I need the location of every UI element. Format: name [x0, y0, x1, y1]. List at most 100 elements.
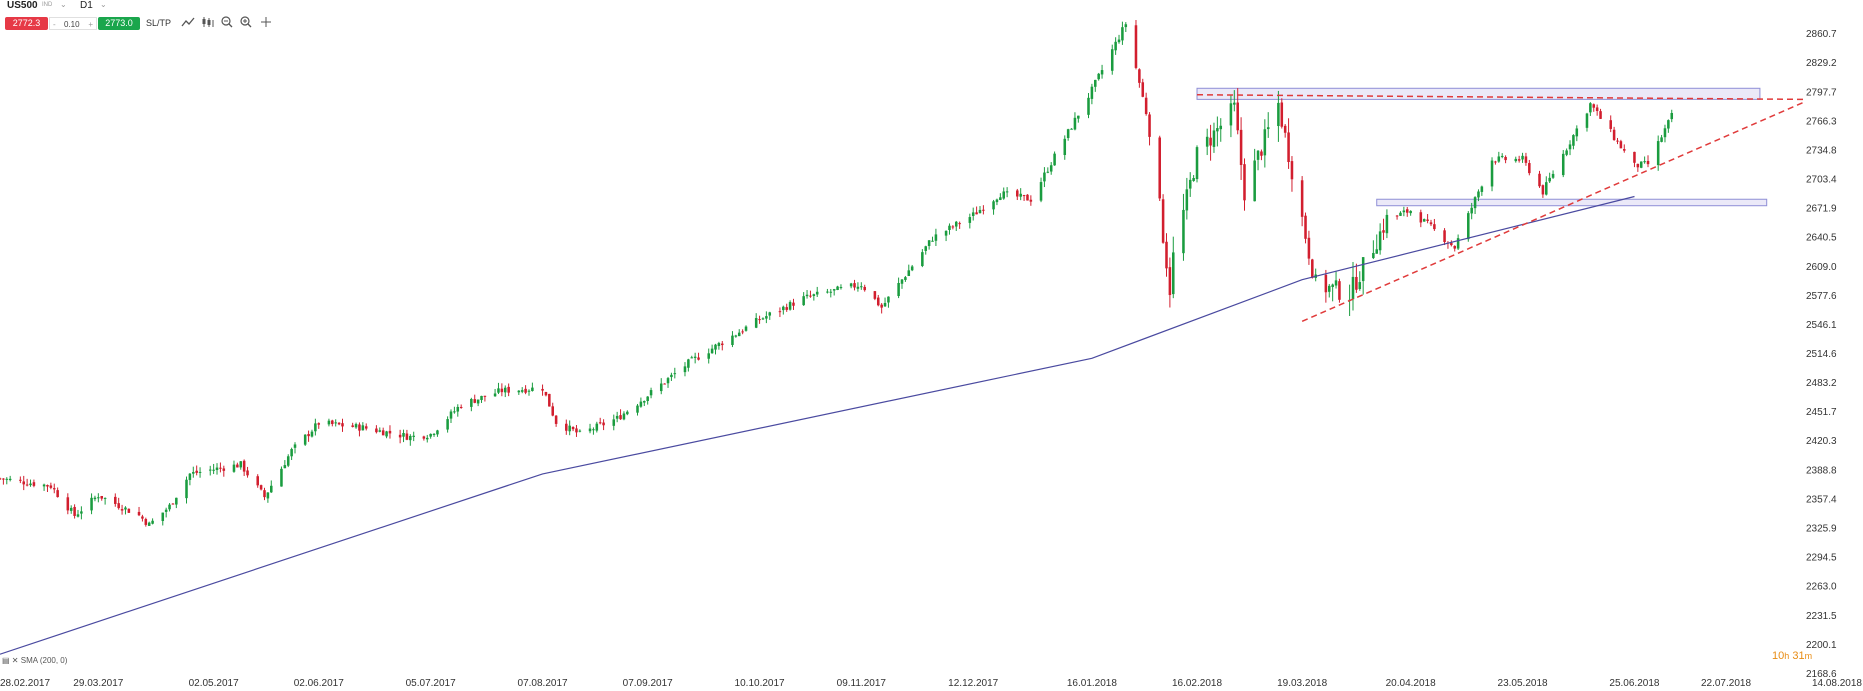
date-tick-label: 02.06.2017: [294, 678, 344, 689]
crosshair-icon[interactable]: [258, 16, 274, 32]
candle-body: [1192, 178, 1195, 181]
candle-body: [690, 357, 694, 359]
date-tick-label: 07.09.2017: [623, 678, 673, 689]
candle-body: [1477, 191, 1480, 198]
candle-body: [25, 484, 29, 486]
candle-body: [46, 484, 49, 487]
candles-icon[interactable]: [200, 16, 216, 32]
candle-body: [103, 497, 107, 499]
candle-body: [1172, 252, 1175, 295]
buy-button[interactable]: 2773.0: [98, 17, 140, 30]
candle-body: [768, 312, 772, 316]
candle-body: [815, 291, 819, 295]
candle-body: [1612, 129, 1616, 140]
candle-body: [208, 469, 212, 471]
date-tick-label: 05.07.2017: [406, 678, 456, 689]
candle-body: [381, 430, 385, 436]
candle-body: [1283, 125, 1287, 133]
candle-body: [8, 478, 12, 481]
candle-body: [639, 401, 643, 407]
candle-body: [507, 386, 510, 393]
volume-decrease-button[interactable]: -: [53, 20, 56, 29]
candle-body: [2, 478, 5, 480]
volume-value[interactable]: 0.10: [64, 20, 80, 29]
candle-body: [351, 425, 354, 427]
candle-body: [1372, 252, 1375, 259]
candle-body: [1395, 215, 1399, 217]
candle-body: [76, 514, 80, 517]
candle-body: [215, 467, 219, 471]
candle-body: [1239, 129, 1243, 166]
price-tick-label: 2357.4: [1806, 494, 1837, 505]
candle-body: [863, 286, 866, 291]
candle-body: [921, 252, 924, 267]
candle-body: [958, 223, 961, 225]
timeframe-chevron-down-icon[interactable]: ⌄: [100, 0, 107, 9]
candle-body: [1402, 210, 1406, 213]
candle-body: [524, 388, 527, 393]
volume-stepper[interactable]: - 0.10 +: [49, 17, 97, 30]
candle-body: [331, 420, 334, 425]
candle-body: [954, 221, 958, 227]
candle-body: [19, 479, 22, 481]
zoom-out-icon[interactable]: [219, 16, 235, 32]
candle-body: [880, 304, 883, 308]
candle-body: [683, 366, 687, 373]
candle-body: [1094, 79, 1097, 87]
time-axis: 28.02.2017 29.03.2017 02.05.2017 02.06.2017…: [0, 678, 1862, 689]
sma-indicator-label[interactable]: ▤ ✕ SMA (200, 0): [2, 656, 67, 665]
candle-body: [1565, 150, 1568, 155]
candle-body: [754, 318, 758, 328]
candle-body: [541, 388, 544, 391]
indicator-close-icon[interactable]: ✕: [11, 656, 19, 665]
line-chart-icon[interactable]: [180, 16, 196, 32]
candle-body: [456, 406, 460, 412]
candle-body: [259, 485, 263, 490]
candle-body: [293, 444, 297, 448]
price-tick-label: 2420.3: [1806, 436, 1837, 447]
timeframe-selector[interactable]: D1: [80, 0, 93, 11]
overlays: [0, 94, 1805, 655]
candle-body: [409, 435, 412, 441]
candle-body: [354, 424, 358, 428]
candle-body: [1005, 191, 1009, 193]
candle-body: [1161, 199, 1165, 243]
candle-body: [1016, 190, 1019, 197]
candle-body: [22, 481, 26, 485]
candle-body: [1639, 161, 1643, 168]
candle-body: [1307, 237, 1311, 259]
symbol-chevron-down-icon[interactable]: ⌄: [60, 0, 67, 9]
candle-body: [924, 246, 928, 251]
indicator-settings-icon[interactable]: ▤: [2, 656, 10, 665]
candle-body: [327, 420, 331, 425]
price-tick-label: 2483.2: [1806, 378, 1837, 389]
candle-body: [429, 433, 432, 437]
candle-body: [565, 423, 568, 431]
countdown-minutes: 31: [1792, 650, 1805, 662]
candle-body: [147, 522, 151, 526]
candle-body: [910, 266, 914, 271]
candle-body: [1331, 284, 1334, 288]
candle-body: [860, 286, 863, 288]
candle-body: [527, 390, 531, 392]
candle-body: [256, 476, 259, 486]
candle-body: [978, 209, 982, 214]
candle-body: [670, 374, 673, 378]
sell-button[interactable]: 2772.3: [5, 17, 48, 30]
candle-body: [5, 478, 9, 480]
sltp-button[interactable]: SL/TP: [146, 18, 172, 28]
candle-body: [164, 509, 168, 512]
zoom-in-icon[interactable]: [238, 16, 254, 32]
candle-body: [927, 240, 931, 246]
candle-body: [100, 495, 104, 499]
price-tick-label: 2514.6: [1806, 349, 1837, 360]
candles: [0, 19, 1674, 527]
volume-increase-button[interactable]: +: [88, 20, 93, 29]
candle-body: [246, 470, 249, 476]
candle-body: [436, 430, 439, 435]
symbol-name[interactable]: US500: [7, 0, 38, 11]
date-tick-label: 02.05.2017: [189, 678, 239, 689]
candle-body: [1002, 191, 1006, 199]
candle-body: [931, 240, 934, 242]
